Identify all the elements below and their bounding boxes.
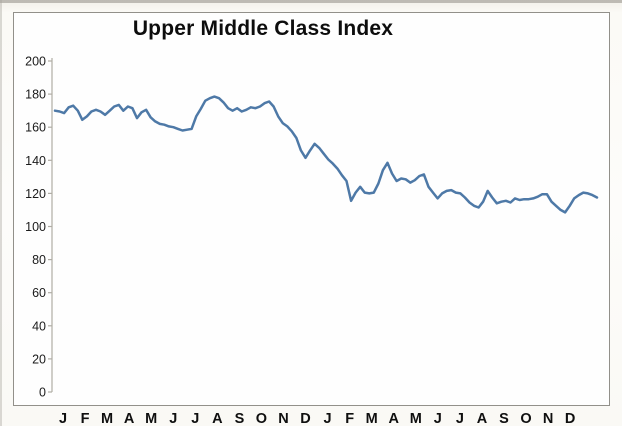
x-tick-label: D	[565, 411, 575, 426]
chart-title: Upper Middle Class Index	[132, 17, 394, 40]
x-tick-label: S	[235, 411, 245, 426]
x-tick-label: S	[499, 411, 509, 426]
x-tick-label: J	[434, 411, 442, 426]
x-tick-label: J	[324, 411, 332, 426]
y-tick-label: 80	[32, 253, 46, 267]
y-tick-label: 60	[32, 286, 46, 300]
x-tick-label: J	[169, 411, 177, 426]
x-tick-label: F	[345, 411, 354, 426]
x-tick-label: O	[256, 411, 267, 426]
y-tick-label: 0	[39, 386, 46, 400]
y-tick-label: 140	[25, 154, 46, 168]
x-tick-label: A	[389, 411, 400, 426]
scan-edge-top	[0, 0, 622, 3]
x-tick-label: A	[124, 411, 135, 426]
x-tick-label: J	[456, 411, 464, 426]
y-tick-label: 200	[25, 55, 46, 69]
x-tick-label: N	[543, 411, 553, 426]
y-tick-label: 120	[25, 187, 46, 201]
x-tick-label: J	[59, 411, 67, 426]
x-tick-label: M	[145, 411, 157, 426]
scan-edge-left	[0, 0, 2, 426]
x-tick-label: D	[300, 411, 310, 426]
y-tick-label: 40	[32, 319, 46, 333]
x-tick-label: F	[81, 411, 90, 426]
index-series-line	[53, 95, 599, 214]
y-tick-label: 160	[25, 121, 46, 135]
y-tick-label: 180	[25, 88, 46, 102]
x-tick-label: A	[477, 411, 488, 426]
x-tick-label: M	[101, 411, 113, 426]
x-tick-label: O	[520, 411, 531, 426]
x-tick-label: M	[410, 411, 422, 426]
x-tick-label: N	[278, 411, 288, 426]
y-tick-label: 100	[25, 220, 46, 234]
x-tick-label: J	[191, 411, 199, 426]
x-tick-label: M	[366, 411, 378, 426]
chart-border-frame	[13, 12, 610, 406]
y-tick-label: 20	[32, 352, 46, 366]
x-tick-label: A	[212, 411, 223, 426]
